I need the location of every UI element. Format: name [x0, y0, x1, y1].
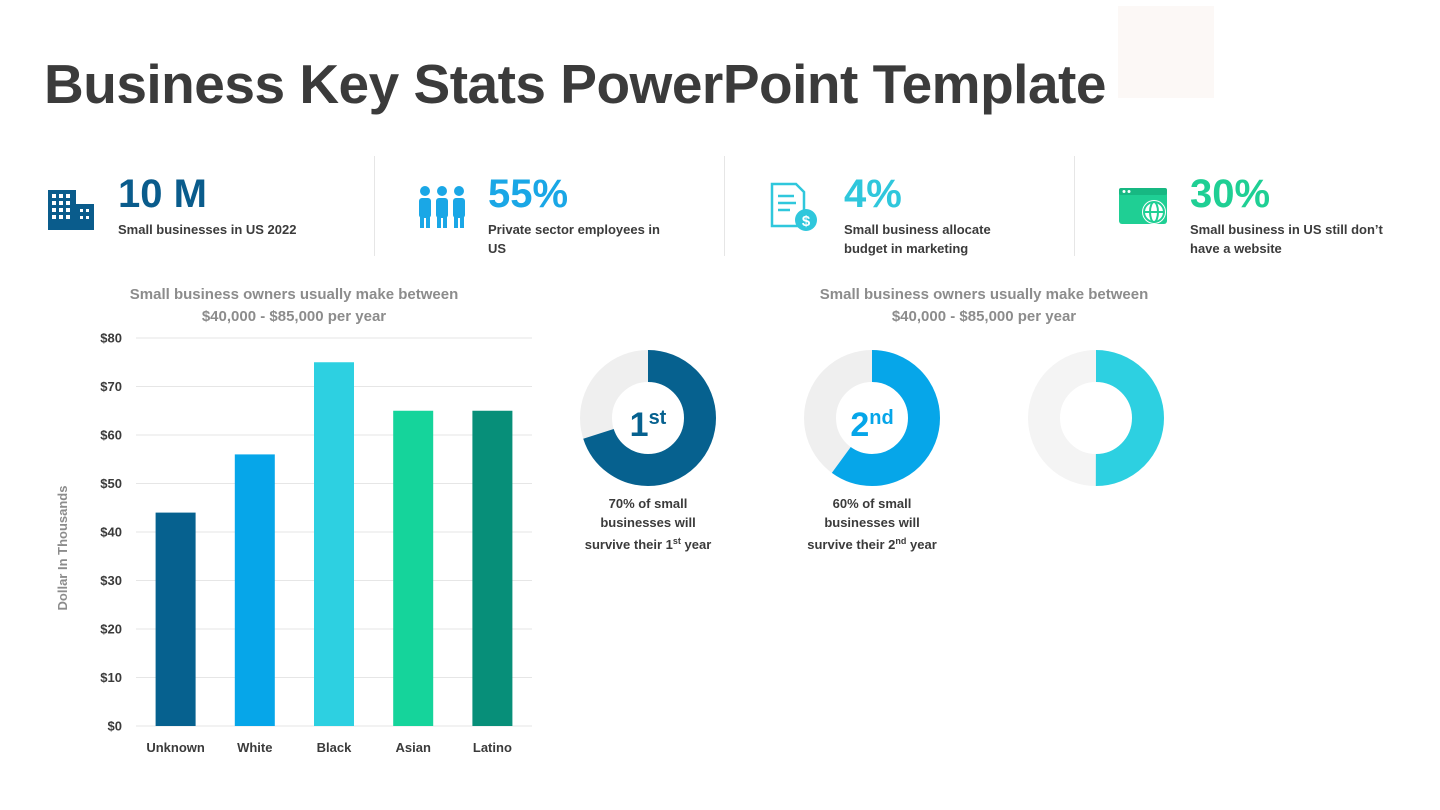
stat-value: 30% [1190, 172, 1271, 216]
page-title: Business Key Stats PowerPoint Template [44, 53, 1106, 115]
label-sup: st [672, 536, 681, 546]
building-icon [46, 180, 98, 232]
stat-marketing: $ 4% Small business allocate budget in m… [768, 172, 1068, 256]
label-sup: nd [895, 536, 907, 546]
donut-chart-1 [580, 350, 716, 486]
y-tick-label: $80 [100, 331, 122, 346]
label-text: survive their 1 [584, 537, 673, 552]
x-tick-label: Asian [395, 740, 430, 755]
bar-latino [472, 410, 513, 726]
divider [724, 156, 725, 256]
y-tick-label: $50 [100, 476, 122, 491]
stat-description: Small business in US still don’t have a … [1190, 222, 1383, 256]
divider [374, 156, 375, 256]
label-text: survive their 2 [807, 537, 896, 552]
divider [1074, 156, 1075, 256]
x-tick-label: White [237, 740, 272, 755]
corner-placeholder [1118, 6, 1214, 98]
caption-line: $40,000 - $85,000 per year [201, 308, 387, 325]
donut-rank-1: 1st [580, 398, 716, 445]
svg-text:$: $ [802, 213, 811, 230]
stat-value: 4% [844, 172, 902, 216]
x-tick-label: Latino [473, 740, 512, 755]
bar-chart: $0 $10 $20 $30 $40 $50 $60 $70 $80 Unknown White Bl… [55, 331, 532, 755]
donut-arc-1 [580, 350, 716, 486]
donut-label-2: 60% of small businesses will survive the… [782, 494, 962, 554]
caption-line: Small business owners usually make betwe… [819, 286, 1149, 303]
label-text: year [680, 537, 712, 552]
donut-arc-3 [1028, 350, 1164, 486]
stat-description: Private sector employees in US [488, 222, 660, 256]
document-money-icon: $ [768, 180, 820, 232]
rank-suffix: nd [869, 407, 894, 429]
bar-unknown [155, 512, 196, 726]
donut-chart-3 [1028, 350, 1164, 486]
label-line: survive their 1st year [558, 532, 738, 554]
donut-rank-2: 2nd [804, 398, 940, 445]
rank-number: 1 [629, 406, 649, 444]
stat-value: 55% [488, 172, 569, 216]
rank-suffix: st [648, 407, 667, 429]
label-line: survive their 2nd year [782, 532, 962, 554]
x-tick-label: Unknown [146, 740, 205, 755]
stat-description: Small business allocate budget in market… [844, 222, 991, 256]
y-tick-label: $70 [100, 379, 122, 394]
caption-line: Small business owners usually make betwe… [129, 286, 459, 303]
x-tick-label: Black [317, 740, 352, 755]
y-axis-label: Dollar In Thousands [55, 486, 70, 611]
bar-white [234, 454, 275, 726]
label-line: 70% of small [608, 496, 688, 511]
caption-line: $40,000 - $85,000 per year [891, 308, 1077, 325]
rank-number: 2 [850, 406, 870, 444]
y-tick-label: $10 [100, 670, 122, 685]
donut-arc-2 [804, 350, 940, 486]
stat-description: Small businesses in US 2022 [118, 222, 297, 237]
bar-chart-caption: Small business owners usually make betwe… [84, 284, 504, 328]
donut-chart-2 [804, 350, 940, 486]
y-tick-label: $60 [100, 428, 122, 443]
label-line: businesses will [600, 515, 696, 530]
label-line: businesses will [824, 515, 920, 530]
label-text: year [906, 537, 937, 552]
y-tick-label: $30 [100, 573, 122, 588]
stat-employees: 55% Private sector employees in US [416, 172, 716, 256]
y-tick-label: $40 [100, 525, 122, 540]
stat-businesses: 10 M Small businesses in US 2022 [46, 172, 346, 252]
donut-label-1: 70% of small businesses will survive the… [558, 494, 738, 554]
stat-value: 10 M [118, 172, 207, 216]
web-globe-icon [1118, 180, 1170, 232]
y-tick-label: $20 [100, 622, 122, 637]
bar-asian [393, 410, 434, 726]
people-icon [416, 180, 468, 232]
donut-caption: Small business owners usually make betwe… [774, 284, 1194, 328]
y-tick-label: $0 [108, 719, 122, 734]
stat-website: 30% Small business in US still don’t hav… [1118, 172, 1418, 256]
bar-black [314, 362, 354, 726]
label-line: 60% of small [832, 496, 912, 511]
